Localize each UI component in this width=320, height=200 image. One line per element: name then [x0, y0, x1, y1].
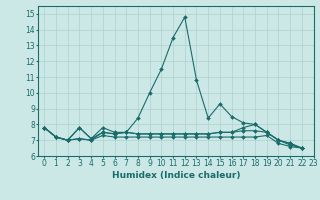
X-axis label: Humidex (Indice chaleur): Humidex (Indice chaleur) [112, 171, 240, 180]
